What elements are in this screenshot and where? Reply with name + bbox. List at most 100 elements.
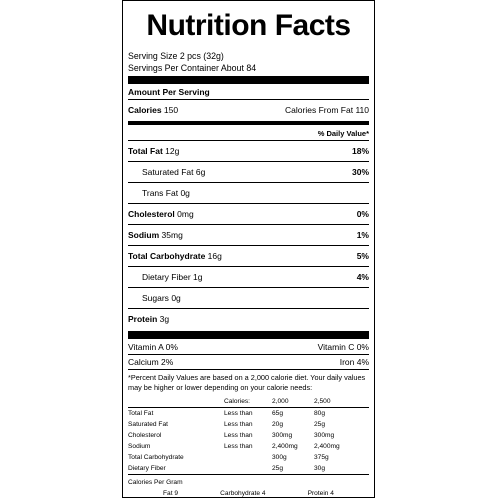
table-cell: Cholesterol: [128, 432, 162, 439]
nutrient-dv: 4%: [356, 272, 369, 282]
footnote: *Percent Daily Values are based on a 2,0…: [128, 373, 366, 392]
divider: [128, 224, 369, 225]
calories-per-gram-values: Fat 9 Carbohydrate 4 Protein 4: [128, 490, 369, 497]
nutrient-dv: 30%: [351, 167, 369, 177]
table-cell: 65g: [272, 410, 284, 417]
mineral-row: Calcium 2% Iron 4%: [128, 355, 369, 369]
nutrient-row-protein: Protein 3g: [128, 309, 369, 329]
divider: [128, 161, 369, 162]
table-cell: 25g: [314, 421, 326, 428]
calories-fat-cell: Calories From Fat 110: [285, 105, 369, 115]
table-cell: Less than: [224, 421, 253, 428]
table-header-cell: 2,500: [314, 398, 331, 405]
nutrient-label: Protein: [128, 314, 158, 324]
nutrient-amount: 35mg: [161, 230, 183, 240]
protein-per-gram: Protein 4: [307, 490, 334, 497]
table-cell: 20g: [272, 421, 284, 428]
divider: [128, 245, 369, 246]
table-cell: Dietary Fiber: [128, 465, 166, 472]
nutrient-cell: Cholesterol 0mg: [128, 209, 194, 219]
nutrient-cell: Sodium 35mg: [128, 230, 183, 240]
nutrient-cell: Total Carbohydrate 16g: [128, 251, 222, 261]
divider: [128, 369, 369, 370]
table-cell: Less than: [224, 443, 253, 450]
vitamin-a: Vitamin A 0%: [128, 342, 178, 352]
nutrition-facts-panel: Nutrition Facts Serving Size 2 pcs (32g)…: [122, 0, 375, 498]
table-row: Total Carbohydrate 300g 375g: [128, 452, 369, 463]
page-title: Nutrition Facts: [146, 9, 351, 42]
nutrient-label: Sodium: [128, 230, 160, 240]
nutrient-row-cholesterol: Cholesterol 0mg 0%: [128, 204, 369, 224]
table-cell: 300mg: [314, 432, 335, 439]
table-cell: 300mg: [272, 432, 293, 439]
nutrient-label: Total Carbohydrate: [128, 251, 206, 261]
table-header: Calories: 2,000 2,500: [128, 396, 369, 408]
amount-per-serving: Amount Per Serving: [128, 85, 369, 99]
calories-fat-label: Calories From Fat: [285, 105, 354, 115]
nutrient-dv: 0%: [356, 209, 369, 219]
divider-thick: [128, 331, 369, 339]
nutrient-amount: 16g: [207, 251, 222, 261]
nutrient-label: Total Fat: [128, 146, 163, 156]
table-cell: Total Fat: [128, 410, 154, 417]
nutrient-amount: 12g: [165, 146, 180, 156]
divider: [128, 140, 369, 141]
nutrient-label: Saturated Fat: [142, 167, 194, 177]
nutrient-amount: 0g: [180, 188, 190, 198]
nutrient-amount: 6g: [195, 167, 206, 177]
iron: Iron 4%: [339, 357, 369, 367]
nutrient-label: Dietary Fiber: [142, 272, 191, 282]
divider-medium: [128, 121, 369, 125]
table-cell: 375g: [314, 454, 329, 461]
serving-size: Serving Size 2 pcs (32g): [128, 51, 224, 61]
daily-value-header: % Daily Value*: [317, 128, 369, 138]
divider: [128, 182, 369, 183]
calories-fat-value: 110: [355, 105, 369, 115]
nutrient-row-total-carbohydrate: Total Carbohydrate 16g 5%: [128, 246, 369, 266]
nutrient-cell: Sugars 0g: [142, 293, 181, 303]
nutrient-label: Cholesterol: [128, 209, 175, 219]
nutrient-row-trans-fat: Trans Fat 0g: [128, 183, 369, 203]
fat-per-gram: Fat 9: [163, 490, 179, 497]
nutrient-cell: Protein 3g: [128, 314, 169, 324]
table-cell: Saturated Fat: [128, 421, 168, 428]
nutrient-amount: 0mg: [177, 209, 194, 219]
nutrient-amount: 1g: [193, 272, 203, 282]
nutrient-row-dietary-fiber: Dietary Fiber 1g 4%: [128, 267, 369, 287]
table-row: Total Fat Less than 65g 80g: [128, 408, 369, 419]
divider: [128, 203, 369, 204]
vitamin-row: Vitamin A 0% Vitamin C 0%: [128, 340, 369, 354]
nutrient-dv: 5%: [356, 251, 369, 261]
divider: [128, 287, 369, 288]
nutrient-cell: Saturated Fat 6g: [142, 167, 205, 177]
table-cell: Less than: [224, 410, 253, 417]
table-row: Dietary Fiber 25g 30g: [128, 463, 369, 475]
table-header-cell: Calories:: [224, 398, 251, 405]
nutrient-cell: Total Fat 12g: [128, 146, 179, 156]
nutrient-cell: Trans Fat 0g: [142, 188, 190, 198]
table-cell: 300g: [272, 454, 287, 461]
table-cell: 2,400mg: [272, 443, 298, 450]
servings-per-container: Servings Per Container About 84: [128, 62, 257, 73]
nutrient-label: Trans Fat: [142, 188, 179, 198]
calories-label: Calories: [128, 105, 162, 115]
table-cell: 2,400mg: [314, 443, 340, 450]
nutrient-dv: 18%: [351, 146, 369, 156]
divider-thick: [128, 76, 369, 84]
table-cell: 80g: [314, 410, 326, 417]
table-cell: 25g: [272, 465, 284, 472]
divider: [128, 354, 369, 355]
table-cell: 30g: [314, 465, 326, 472]
nutrient-amount: 3g: [159, 314, 170, 324]
divider: [128, 308, 369, 309]
nutrient-row-total-fat: Total Fat 12g 18%: [128, 141, 369, 161]
table-row: Cholesterol Less than 300mg 300mg: [128, 430, 369, 441]
table-header-cell: 2,000: [272, 398, 289, 405]
daily-values-table: Calories: 2,000 2,500 Total Fat Less tha…: [128, 396, 369, 475]
carbohydrate-per-gram: Carbohydrate 4: [220, 490, 266, 497]
nutrient-cell: Dietary Fiber 1g: [142, 272, 203, 282]
table-row: Sodium Less than 2,400mg 2,400mg: [128, 441, 369, 452]
calories-cell: Calories 150: [128, 105, 178, 115]
nutrient-label: Sugars: [142, 293, 169, 303]
nutrient-row-saturated-fat: Saturated Fat 6g 30%: [128, 162, 369, 182]
